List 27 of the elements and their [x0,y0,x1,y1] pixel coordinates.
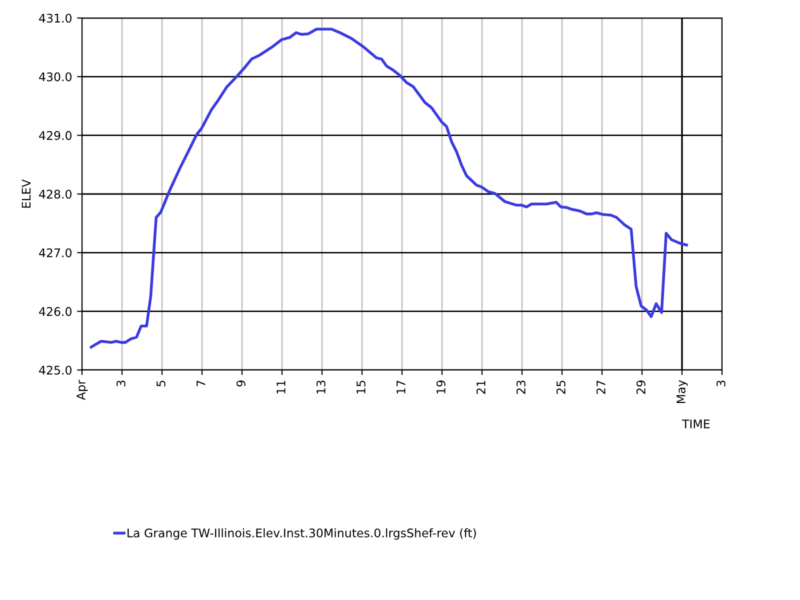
y-axis-title: ELEV [22,179,30,208]
x-tick-label: Apr [76,380,88,400]
x-tick-label: 21 [476,380,486,394]
x-tick-label: 25 [556,380,566,394]
x-tick-label: 17 [396,380,406,394]
x-tick-label: 15 [356,380,366,394]
x-tick-label: 23 [516,380,526,394]
y-tick-label: 425.0 [39,366,72,375]
x-tick-label: 29 [636,380,646,394]
x-tick-label: 9 [236,380,246,386]
x-tick-label: 13 [316,380,326,394]
x-tick-label: 5 [156,380,166,386]
y-tick-label: 426.0 [39,307,72,316]
x-tick-label: 3 [116,380,126,386]
y-tick-label: 429.0 [39,131,72,140]
x-axis-title: TIME [682,420,710,428]
y-tick-label: 428.0 [39,190,72,199]
x-tick-label: 27 [596,380,606,394]
x-tick-label: 3 [716,380,726,386]
y-tick-label: 427.0 [39,248,72,258]
x-tick-label: 11 [276,380,286,394]
x-tick-label: May [676,380,688,403]
x-tick-label: 19 [436,380,446,394]
legend-label: La Grange TW-Illinois.Elev.Inst.30Minutes.0.lrgsShef-rev (ft) [128,528,476,540]
y-tick-label: 431.0 [39,14,72,23]
y-tick-label: 430.0 [39,72,72,82]
x-tick-label: 7 [196,380,206,386]
